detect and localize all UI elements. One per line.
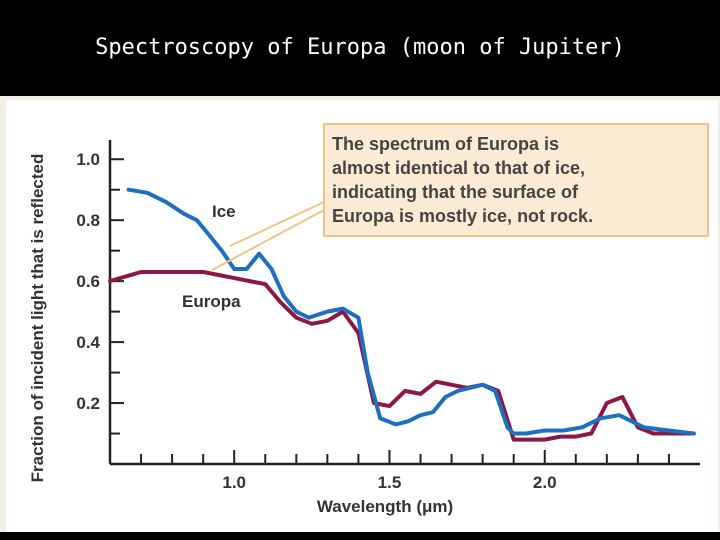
annotation-callout: The spectrum of Europa is almost identica… [211, 123, 709, 271]
y-axis-label: Fraction of incident light that is refle… [28, 154, 47, 483]
callout-text-line: almost identical to that of ice, [332, 158, 585, 178]
series-label-ice: Ice [212, 202, 236, 221]
y-tick-label: 0.8 [76, 211, 100, 230]
x-tick-label: 1.0 [222, 473, 246, 492]
series-line-ice [126, 187, 696, 436]
callout-text: The spectrum of Europa is almost identica… [332, 134, 593, 226]
y-tick-label: 0.6 [76, 272, 100, 291]
x-tick-label: 1.5 [378, 473, 402, 492]
x-axis-label: Wavelength (μm) [317, 497, 453, 516]
callout-pointer-ice [229, 201, 325, 247]
spectrum-chart: 1.0 0.8 0.6 0.4 0.2 1.0 1.5 2.0 The spectrum of… [28, 123, 709, 516]
figure-panel: 1.0 0.8 0.6 0.4 0.2 1.0 1.5 2.0 The spectrum of… [6, 100, 718, 536]
slide-title: Spectroscopy of Europa (moon of Jupiter) [95, 35, 625, 60]
chart-labels: Wavelength (μm) Fraction of incident ligh… [28, 154, 453, 516]
callout-text-line: Europa is mostly ice, not rock. [332, 206, 593, 226]
bottom-strip [0, 532, 720, 540]
y-tick-label: 1.0 [76, 150, 100, 169]
callout-box [323, 123, 709, 237]
callout-pointer-europa [211, 209, 325, 271]
x-tick-label: 2.0 [533, 473, 557, 492]
chart-series [108, 187, 696, 442]
chart-ticks: 1.0 0.8 0.6 0.4 0.2 1.0 1.5 2.0 [76, 150, 670, 492]
callout-text-line: indicating that the surface of [332, 182, 579, 202]
figure-frame: 1.0 0.8 0.6 0.4 0.2 1.0 1.5 2.0 The spectrum of… [0, 96, 720, 540]
callout-text-line: The spectrum of Europa is [332, 134, 559, 154]
y-tick-label: 0.2 [76, 394, 100, 413]
series-label-europa: Europa [182, 292, 241, 311]
y-tick-label: 0.4 [76, 333, 100, 352]
series-line-europa [108, 270, 696, 442]
chart-axes [108, 140, 700, 466]
